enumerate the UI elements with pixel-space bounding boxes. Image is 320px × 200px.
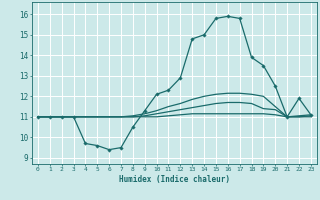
X-axis label: Humidex (Indice chaleur): Humidex (Indice chaleur) (119, 175, 230, 184)
